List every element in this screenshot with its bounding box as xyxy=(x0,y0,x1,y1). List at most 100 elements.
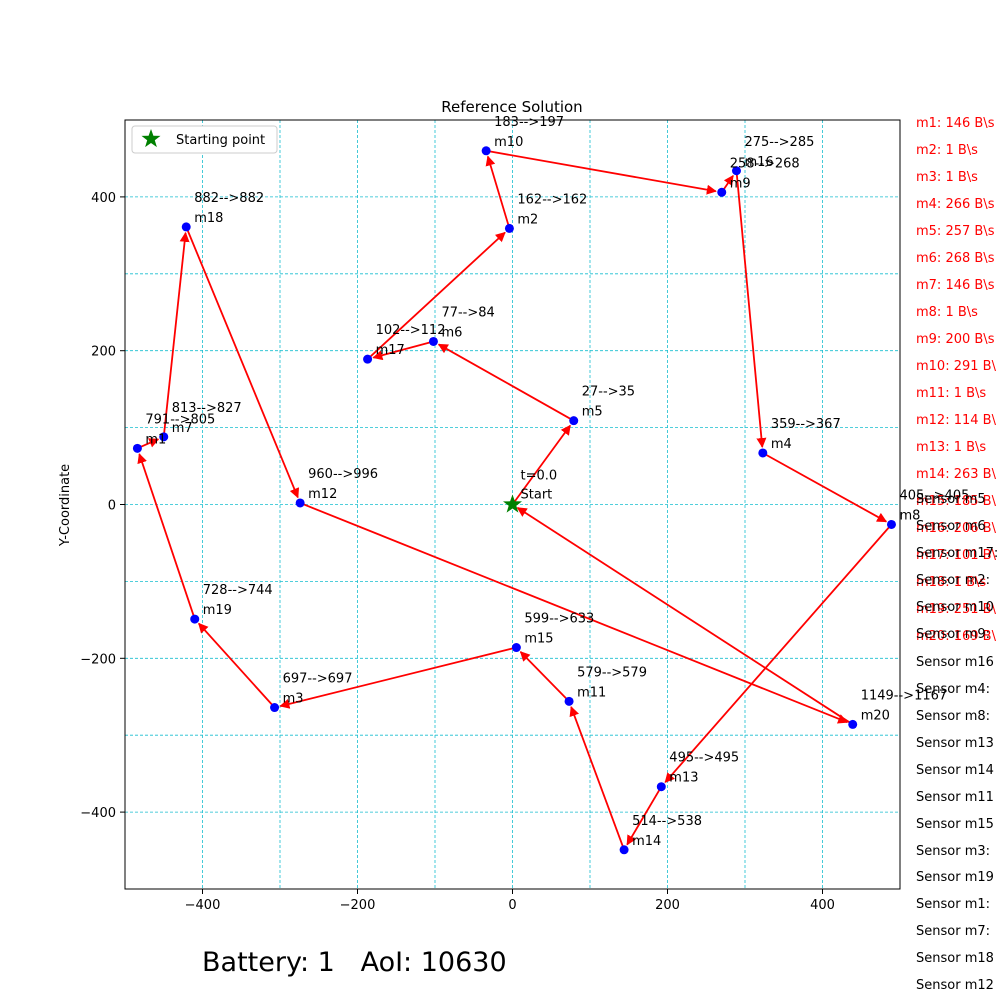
route-arrow xyxy=(485,149,717,195)
node-time-label: 27-->35 xyxy=(582,385,635,400)
node-point-m12 xyxy=(295,498,305,508)
route-arrows xyxy=(137,149,893,851)
legend-label-starting-point: Starting point xyxy=(176,133,265,148)
node-name-label: m7 xyxy=(172,421,193,436)
legend-box xyxy=(131,125,278,154)
route-arrow xyxy=(519,651,570,702)
y-tick-label: 200 xyxy=(91,345,116,360)
node-time-label: 728-->744 xyxy=(203,583,273,598)
node-time-label: 162-->162 xyxy=(517,192,587,207)
sensor-line: Sensor m1: xyxy=(916,897,991,912)
node-name-label: m11 xyxy=(577,685,606,700)
start-name-label: Start xyxy=(521,488,553,503)
node-point-m17 xyxy=(363,354,373,364)
sensor-line: Sensor m16 xyxy=(916,655,994,670)
node-time-label: 813-->827 xyxy=(172,401,242,416)
x-tick-label: −400 xyxy=(185,898,221,913)
node-name-label: m16 xyxy=(744,155,773,170)
throughput-line: m6: 268 B\s xyxy=(916,251,995,266)
node-name-label: m19 xyxy=(203,603,232,618)
node-point-m6 xyxy=(428,336,438,346)
node-point-m7 xyxy=(159,432,169,442)
status-footer: Battery: 1 AoI: 10630 xyxy=(202,947,507,978)
node-name-label: m4 xyxy=(771,437,792,452)
node-name-label: m15 xyxy=(524,632,553,647)
node-time-label: 697-->697 xyxy=(283,672,353,687)
sensor-line: Sensor m4: xyxy=(916,682,991,697)
sensor-line: Sensor m17: xyxy=(916,546,999,561)
route-arrow xyxy=(162,231,190,437)
throughput-line: m16: 206 B\ xyxy=(916,521,996,536)
chart-title: Reference Solution xyxy=(441,98,582,116)
y-tick-label: −200 xyxy=(80,652,116,667)
route-arrow xyxy=(626,786,663,846)
node-name-label: m14 xyxy=(632,834,661,849)
route-arrow xyxy=(664,523,893,783)
route-arrow xyxy=(511,424,571,506)
sensor-line: Sensor m14 xyxy=(916,763,994,778)
route-arrow xyxy=(185,226,300,499)
sensor-line: Sensor m10 xyxy=(916,600,994,615)
node-point-m4 xyxy=(758,448,768,458)
sensor-line: Sensor m13 xyxy=(916,736,994,751)
node-time-label: 359-->367 xyxy=(771,417,841,432)
node-name-label: m20 xyxy=(861,708,890,723)
node-time-label: 960-->996 xyxy=(308,467,378,482)
node-time-label: 405-->405 xyxy=(899,488,969,503)
route-arrow xyxy=(569,706,625,851)
sensor-line: Sensor m2: xyxy=(916,573,991,588)
node-name-label: m17 xyxy=(376,343,405,358)
route-arrow xyxy=(279,646,517,709)
sensor-line: Sensor m5 xyxy=(916,492,986,507)
sensor-line: Sensor m6 xyxy=(916,519,986,534)
sensor-line: Sensor m9: xyxy=(916,627,991,642)
throughput-line: m5: 257 B\s xyxy=(916,224,995,239)
node-time-label: 599-->633 xyxy=(524,612,594,627)
node-point-m5 xyxy=(569,416,579,426)
x-tick-label: 0 xyxy=(508,898,516,913)
sensor-line: Sensor m8: xyxy=(916,709,991,724)
sensor-nodes xyxy=(132,146,896,855)
legend: Starting point xyxy=(131,125,278,154)
node-point-m20 xyxy=(848,719,858,729)
node-point-m16 xyxy=(731,166,741,176)
route-arrow xyxy=(762,452,888,523)
route-arrow xyxy=(366,231,506,360)
start-time-label: t=0.0 xyxy=(521,469,558,484)
sensor-line: Sensor m18 xyxy=(916,951,994,966)
throughput-line: m14: 263 B\ xyxy=(916,467,996,482)
y-tick-label: 0 xyxy=(108,499,116,514)
throughput-line: m15: 185 B\ xyxy=(916,494,996,509)
node-point-m19 xyxy=(190,614,200,624)
throughput-line: m11: 1 B\s xyxy=(916,386,987,401)
axis-ticks: −400 −200 0 200 400 −400 −200 0 200 400 xyxy=(80,191,835,913)
node-time-label: 275-->285 xyxy=(744,135,814,150)
throughput-line: m20: 169 B\ xyxy=(916,629,996,644)
node-point-m2 xyxy=(504,223,514,233)
throughput-line: m13: 1 B\s xyxy=(916,440,987,455)
node-name-label: m6 xyxy=(441,325,462,340)
node-time-label: 1149-->1167 xyxy=(861,688,947,703)
x-tick-label: 200 xyxy=(655,898,680,913)
throughput-line: m7: 146 B\s xyxy=(916,278,995,293)
sensor-line: Sensor m15 xyxy=(916,817,994,832)
throughput-line: m12: 114 B\ xyxy=(916,413,996,428)
node-name-label: m12 xyxy=(308,487,337,502)
throughput-line: m8: 1 B\s xyxy=(916,305,978,320)
node-point-m13 xyxy=(656,782,666,792)
node-point-m18 xyxy=(181,222,191,232)
y-tick-label: 400 xyxy=(91,191,116,206)
route-arrow xyxy=(437,343,575,422)
throughput-line: m1: 146 B\s xyxy=(916,116,995,131)
node-time-label: 77-->84 xyxy=(441,305,494,320)
node-time-label: 514-->538 xyxy=(632,814,702,829)
node-labels: 791-->805 m1 162-->162 m2 697-->697 m3 359-->3… xyxy=(145,115,969,849)
throughput-line: m18: 1 B\s xyxy=(916,575,987,590)
aoi-readout: AoI: 10630 xyxy=(360,947,507,978)
node-point-m3 xyxy=(270,703,280,713)
node-time-label: 258-->268 xyxy=(730,156,800,171)
node-point-m11 xyxy=(564,696,574,706)
route-arrow xyxy=(198,622,276,709)
y-tick-label: −400 xyxy=(80,806,116,821)
